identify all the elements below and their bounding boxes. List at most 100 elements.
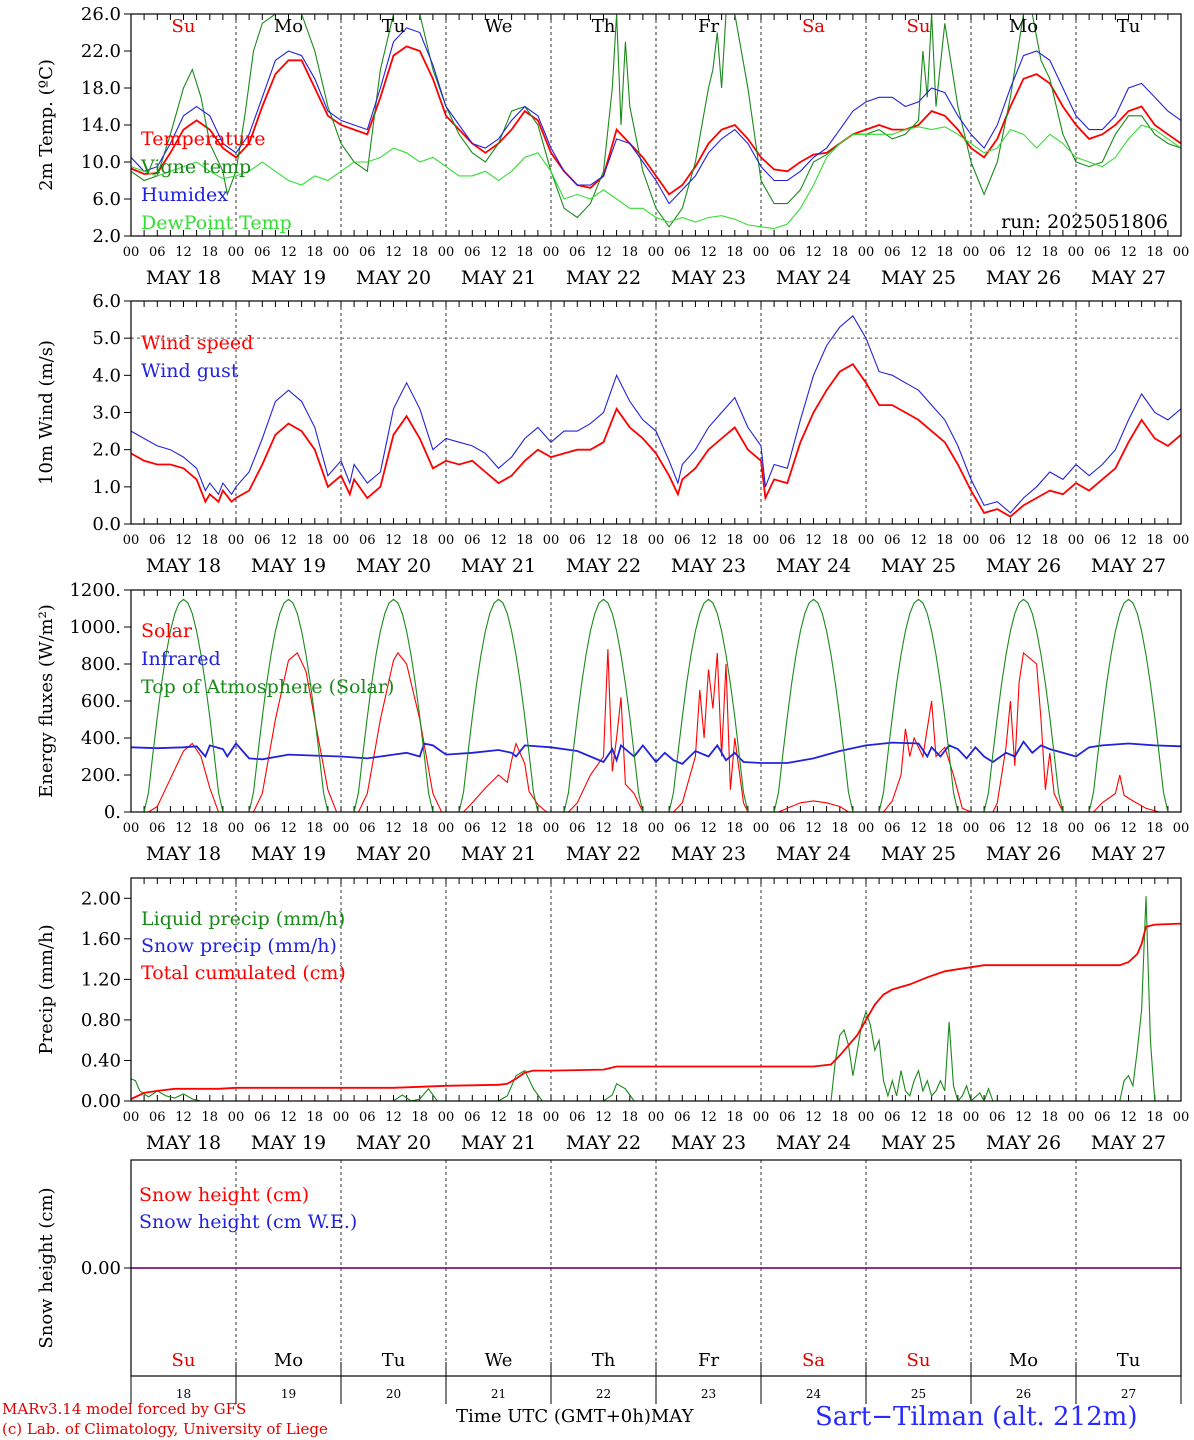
x-hour-label: 00 <box>228 1110 245 1125</box>
x-hour-label: 00 <box>123 1110 140 1125</box>
legend-entry: Humidex <box>141 184 228 206</box>
x-hour-label: 12 <box>1015 821 1032 836</box>
x-hour-label: 00 <box>438 1110 455 1125</box>
x-hour-label: 06 <box>569 533 586 548</box>
day-name-label: Su <box>907 16 931 37</box>
x-hour-label: 06 <box>149 533 166 548</box>
x-date-label: MAY 19 <box>251 1132 326 1154</box>
day-number-label: 25 <box>911 1387 926 1401</box>
x-date-label: MAY 26 <box>986 555 1061 577</box>
x-date-label: MAY 18 <box>146 1132 221 1154</box>
x-hour-label: 12 <box>175 533 192 548</box>
x-hour-label: 00 <box>1173 245 1190 260</box>
x-hour-label: 06 <box>674 821 691 836</box>
x-hour-label: 12 <box>385 1110 402 1125</box>
day-name-label: Mo <box>1009 16 1038 37</box>
x-hour-label: 18 <box>621 1110 638 1125</box>
day-number-label: 19 <box>281 1387 296 1401</box>
y-tick-label: 1200. <box>69 580 121 601</box>
y-tick-label: 0.00 <box>81 1258 121 1279</box>
x-hour-label: 00 <box>228 533 245 548</box>
x-hour-label: 12 <box>1120 533 1137 548</box>
x-date-label: MAY 27 <box>1091 267 1166 289</box>
x-hour-label: 18 <box>306 245 323 260</box>
x-hour-label: 18 <box>201 1110 218 1125</box>
x-hour-label: 18 <box>936 1110 953 1125</box>
y-tick-label: 22.0 <box>81 41 121 62</box>
x-hour-label: 18 <box>1041 245 1058 260</box>
x-hour-label: 12 <box>280 533 297 548</box>
x-date-label: MAY 19 <box>251 267 326 289</box>
y-axis-label: Snow height (cm) <box>36 1187 57 1348</box>
y-tick-label: 6.0 <box>92 189 121 210</box>
x-hour-label: 06 <box>779 821 796 836</box>
x-date-label: MAY 23 <box>671 267 746 289</box>
x-hour-label: 00 <box>123 821 140 836</box>
y-tick-label: 18.0 <box>81 78 121 99</box>
x-hour-label: 06 <box>359 533 376 548</box>
day-name-label: Mo <box>274 16 303 37</box>
y-tick-label: 0.40 <box>81 1050 121 1071</box>
x-hour-label: 12 <box>700 245 717 260</box>
x-hour-label: 00 <box>648 245 665 260</box>
x-hour-label: 00 <box>1173 533 1190 548</box>
x-date-label: MAY 21 <box>461 843 536 865</box>
x-hour-label: 00 <box>753 245 770 260</box>
x-hour-label: 00 <box>438 821 455 836</box>
day-name-label: Mo <box>1009 1350 1038 1371</box>
x-hour-label: 06 <box>149 821 166 836</box>
month-label: MAY <box>650 1406 694 1427</box>
x-hour-label: 18 <box>621 821 638 836</box>
x-hour-label: 06 <box>779 533 796 548</box>
day-number-label: 24 <box>806 1387 822 1401</box>
x-hour-label: 06 <box>569 1110 586 1125</box>
x-hour-label: 18 <box>831 1110 848 1125</box>
x-hour-label: 18 <box>1146 821 1163 836</box>
x-hour-label: 06 <box>674 533 691 548</box>
x-hour-label: 18 <box>1041 821 1058 836</box>
x-hour-label: 12 <box>1015 245 1032 260</box>
y-tick-label: 200. <box>81 765 121 786</box>
x-date-label: MAY 25 <box>881 555 956 577</box>
x-date-label: MAY 23 <box>671 555 746 577</box>
x-hour-label: 18 <box>516 245 533 260</box>
x-date-label: MAY 21 <box>461 267 536 289</box>
x-hour-label: 12 <box>385 821 402 836</box>
x-hour-label: 06 <box>464 821 481 836</box>
x-hour-label: 06 <box>779 1110 796 1125</box>
legend-entry: Solar <box>141 620 193 642</box>
y-axis-label: Precip (mm/h) <box>36 924 57 1054</box>
x-hour-label: 00 <box>228 821 245 836</box>
x-hour-label: 06 <box>254 533 271 548</box>
x-hour-label: 18 <box>201 533 218 548</box>
y-tick-label: 1000. <box>69 617 121 638</box>
day-number-label: 20 <box>386 1387 401 1401</box>
x-hour-label: 06 <box>779 245 796 260</box>
y-tick-label: 400. <box>81 728 121 749</box>
y-tick-label: 14.0 <box>81 115 121 136</box>
x-hour-label: 12 <box>700 821 717 836</box>
x-hour-label: 00 <box>1068 821 1085 836</box>
y-tick-label: 6.0 <box>92 291 121 312</box>
x-date-label: MAY 25 <box>881 267 956 289</box>
series-line-1 <box>131 896 1181 1101</box>
station-name: Sart−Tilman (alt. 212m) <box>815 1402 1138 1432</box>
x-hour-label: 00 <box>1068 1110 1085 1125</box>
x-date-label: MAY 25 <box>881 843 956 865</box>
chart-panel-5: 0.00 Snow height (cm) Snow height (cm) Snow… <box>36 1159 1182 1404</box>
x-hour-label: 18 <box>1146 533 1163 548</box>
y-axis-label: 10m Wind (m/s) <box>36 340 57 485</box>
x-hour-label: 12 <box>175 821 192 836</box>
series-line-2 <box>131 14 1181 228</box>
x-hour-label: 18 <box>1146 245 1163 260</box>
day-number-label: 27 <box>1121 1387 1136 1401</box>
x-hour-label: 12 <box>1120 821 1137 836</box>
x-hour-label: 12 <box>280 1110 297 1125</box>
x-hour-label: 00 <box>543 1110 560 1125</box>
x-hour-label: 06 <box>989 245 1006 260</box>
x-hour-label: 18 <box>831 821 848 836</box>
x-hour-label: 12 <box>805 821 822 836</box>
x-hour-label: 18 <box>1041 1110 1058 1125</box>
x-hour-label: 18 <box>936 245 953 260</box>
x-hour-label: 06 <box>674 1110 691 1125</box>
